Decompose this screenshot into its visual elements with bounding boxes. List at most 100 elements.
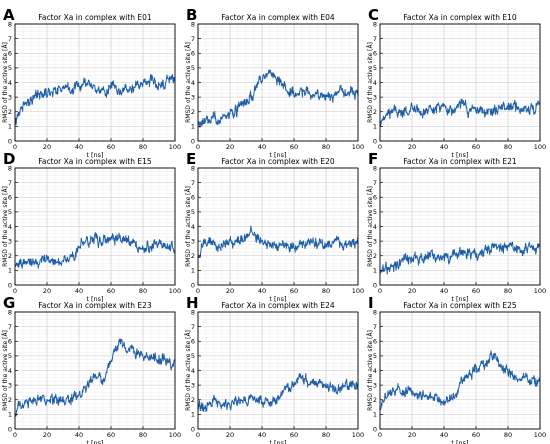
y-tick-label: 2 bbox=[8, 108, 12, 116]
x-tick-label: 40 bbox=[258, 287, 266, 295]
y-tick-label: 6 bbox=[191, 338, 195, 346]
series-line bbox=[14, 338, 176, 417]
y-tick-label: 2 bbox=[8, 252, 12, 260]
x-tick-label: 60 bbox=[472, 431, 480, 439]
x-tick-label: 100 bbox=[352, 287, 364, 295]
x-tick-label: 60 bbox=[290, 143, 298, 151]
x-axis-label: t [ns] bbox=[451, 295, 468, 303]
x-tick-label: 60 bbox=[290, 431, 298, 439]
x-tick-label: 20 bbox=[408, 143, 416, 151]
y-axis-label: RMSD of the active site [Å] bbox=[367, 42, 374, 123]
x-axis-label: t [ns] bbox=[451, 151, 468, 159]
panel-e: 0 20 40 60 80 100 0 1 2 3 4 5 6 7 8 Factor Xa in comple… bbox=[185, 150, 364, 303]
y-tick-label: 8 bbox=[191, 164, 195, 172]
y-tick-label: 8 bbox=[373, 20, 377, 28]
panel-d: 0 20 40 60 80 100 0 1 2 3 4 5 6 7 8 Factor Xa in comple… bbox=[2, 150, 181, 303]
y-tick-label: 5 bbox=[8, 64, 12, 72]
x-axis-label: t [ns] bbox=[269, 151, 286, 159]
x-tick-label: 80 bbox=[504, 143, 512, 151]
x-tick-label: 20 bbox=[408, 431, 416, 439]
x-tick-label: 0 bbox=[378, 143, 382, 151]
x-tick-label: 20 bbox=[226, 431, 234, 439]
y-tick-label: 5 bbox=[191, 208, 195, 216]
y-tick-label: 4 bbox=[373, 79, 377, 87]
x-tick-label: 100 bbox=[169, 143, 181, 151]
y-tick-label: 4 bbox=[8, 367, 12, 375]
chart-title: Factor Xa in complex with E04 bbox=[221, 13, 335, 22]
y-axis-label: RMSD of the active site [Å] bbox=[367, 186, 374, 267]
x-axis-label: t [ns] bbox=[86, 439, 103, 444]
y-tick-label: 0 bbox=[373, 425, 377, 433]
series-line bbox=[14, 73, 176, 126]
y-tick-label: 8 bbox=[8, 20, 12, 28]
panel-letter: D bbox=[3, 150, 15, 168]
chart-title: Factor Xa in complex with E10 bbox=[403, 13, 517, 22]
panel-f: 0 20 40 60 80 100 0 1 2 3 4 5 6 7 8 Factor Xa in comple… bbox=[367, 150, 546, 303]
x-tick-label: 60 bbox=[107, 431, 115, 439]
panel-g: 0 20 40 60 80 100 0 1 2 3 4 5 6 7 8 Factor Xa in comple… bbox=[2, 294, 181, 444]
chart-title: Factor Xa in complex with E15 bbox=[38, 157, 152, 166]
y-tick-label: 6 bbox=[8, 50, 12, 58]
y-tick-label: 6 bbox=[373, 338, 377, 346]
x-tick-label: 80 bbox=[504, 287, 512, 295]
y-tick-label: 7 bbox=[8, 35, 12, 43]
y-axis-label: RMSD of the active site [Å] bbox=[367, 330, 374, 411]
y-tick-label: 8 bbox=[373, 308, 377, 316]
panel-letter: F bbox=[368, 150, 378, 168]
y-axis-label: RMSD of the active site [Å] bbox=[2, 186, 9, 267]
panel-letter: A bbox=[3, 6, 15, 24]
series-line bbox=[379, 241, 541, 275]
y-tick-label: 6 bbox=[373, 50, 377, 58]
y-tick-label: 0 bbox=[8, 137, 12, 145]
x-tick-label: 80 bbox=[322, 143, 330, 151]
chart-title: Factor Xa in complex with E24 bbox=[221, 301, 335, 310]
y-tick-label: 6 bbox=[8, 194, 12, 202]
x-tick-label: 100 bbox=[352, 143, 364, 151]
y-tick-label: 4 bbox=[373, 223, 377, 231]
chart-title: Factor Xa in complex with E01 bbox=[38, 13, 152, 22]
series-line bbox=[197, 225, 359, 259]
y-tick-label: 3 bbox=[373, 381, 377, 389]
x-axis-label: t [ns] bbox=[86, 151, 103, 159]
y-tick-label: 3 bbox=[191, 381, 195, 389]
y-tick-label: 5 bbox=[191, 64, 195, 72]
x-tick-label: 100 bbox=[169, 287, 181, 295]
y-tick-label: 8 bbox=[191, 308, 195, 316]
y-tick-label: 3 bbox=[191, 237, 195, 245]
x-tick-label: 100 bbox=[352, 431, 364, 439]
panel-letter: I bbox=[368, 294, 374, 312]
chart-title: Factor Xa in complex with E20 bbox=[221, 157, 335, 166]
y-tick-label: 8 bbox=[373, 164, 377, 172]
y-tick-label: 3 bbox=[191, 93, 195, 101]
y-tick-label: 1 bbox=[8, 123, 12, 131]
x-tick-label: 40 bbox=[440, 143, 448, 151]
y-tick-label: 2 bbox=[191, 396, 195, 404]
y-tick-label: 8 bbox=[8, 308, 12, 316]
y-axis-label: RMSD of the active site [Å] bbox=[2, 42, 9, 123]
x-tick-label: 20 bbox=[408, 287, 416, 295]
y-tick-label: 7 bbox=[8, 323, 12, 331]
y-tick-label: 4 bbox=[8, 79, 12, 87]
y-tick-label: 6 bbox=[8, 338, 12, 346]
x-tick-label: 20 bbox=[226, 143, 234, 151]
y-tick-label: 7 bbox=[373, 179, 377, 187]
x-tick-label: 0 bbox=[378, 287, 382, 295]
x-tick-label: 0 bbox=[196, 287, 200, 295]
x-tick-label: 60 bbox=[107, 287, 115, 295]
x-tick-label: 80 bbox=[322, 287, 330, 295]
y-tick-label: 2 bbox=[8, 396, 12, 404]
x-tick-label: 0 bbox=[196, 431, 200, 439]
y-tick-label: 5 bbox=[8, 352, 12, 360]
panel-letter: H bbox=[186, 294, 199, 312]
y-tick-label: 3 bbox=[8, 237, 12, 245]
chart-title: Factor Xa in complex with E21 bbox=[403, 157, 517, 166]
y-tick-label: 7 bbox=[8, 179, 12, 187]
y-tick-label: 7 bbox=[191, 35, 195, 43]
x-tick-label: 20 bbox=[43, 287, 51, 295]
y-axis-label: RMSD of the active site [Å] bbox=[185, 186, 192, 267]
x-axis-label: t [ns] bbox=[269, 295, 286, 303]
y-tick-label: 6 bbox=[191, 50, 195, 58]
chart-title: Factor Xa in complex with E25 bbox=[403, 301, 517, 310]
x-tick-label: 40 bbox=[440, 287, 448, 295]
